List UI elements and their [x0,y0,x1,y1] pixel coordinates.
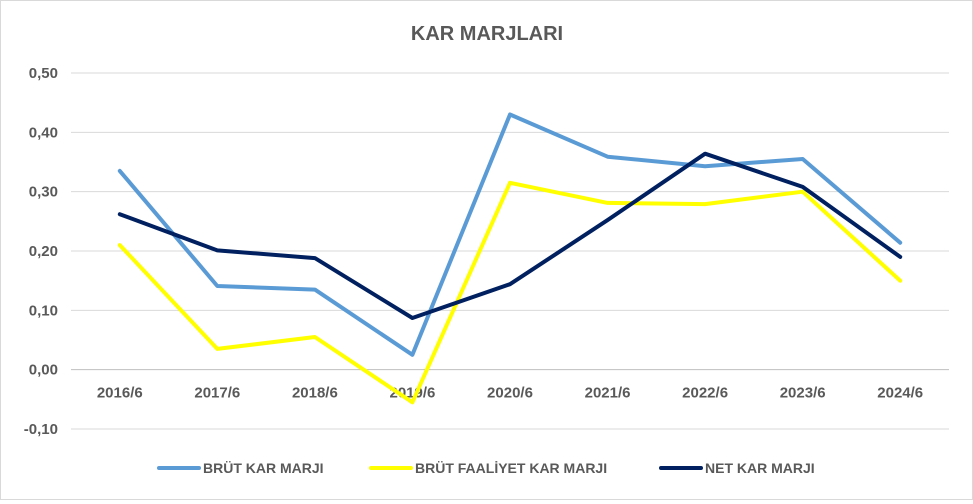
y-tick-label: 0,20 [29,243,58,260]
x-tick-label: 2020/6 [487,385,533,402]
y-tick-label: 0,30 [29,184,58,201]
x-axis-tick-labels: 2016/6 2017/6 2018/6 2019/6 2020/6 2021/6 2022… [97,385,923,402]
y-axis-tick-labels: -0,10 0,00 0,10 0,20 0,30 0,40 0,50 [24,65,58,438]
x-tick-label: 2021/6 [585,385,631,402]
x-tick-label: 2022/6 [682,385,728,402]
x-tick-label: 2023/6 [780,385,826,402]
series-line-1 [117,112,903,357]
legend-label: BRÜT FAALİYET KAR MARJI [415,460,607,476]
legend-label: NET KAR MARJI [705,460,815,476]
y-tick-label: 0,40 [29,124,58,141]
x-tick-label: 2019/6 [389,385,435,402]
x-tick-label: 2018/6 [292,385,338,402]
x-tick-label: 2024/6 [877,385,923,402]
y-tick-label: 0,50 [29,65,58,82]
x-tick-label: 2016/6 [97,385,143,402]
y-tick-label: -0,10 [24,421,58,438]
series-lines [117,112,903,405]
series-line-2 [117,180,903,405]
series-line-3 [117,151,903,320]
x-tick-label: 2017/6 [194,385,240,402]
legend-label: BRÜT KAR MARJI [203,460,324,476]
chart-title: KAR MARJLARI [411,23,563,45]
y-tick-label: 0,00 [29,362,58,379]
y-tick-label: 0,10 [29,302,58,319]
gridlines [71,72,949,430]
legend: BRÜT KAR MARJI BRÜT FAALİYET KAR MARJI NET… [157,460,815,476]
